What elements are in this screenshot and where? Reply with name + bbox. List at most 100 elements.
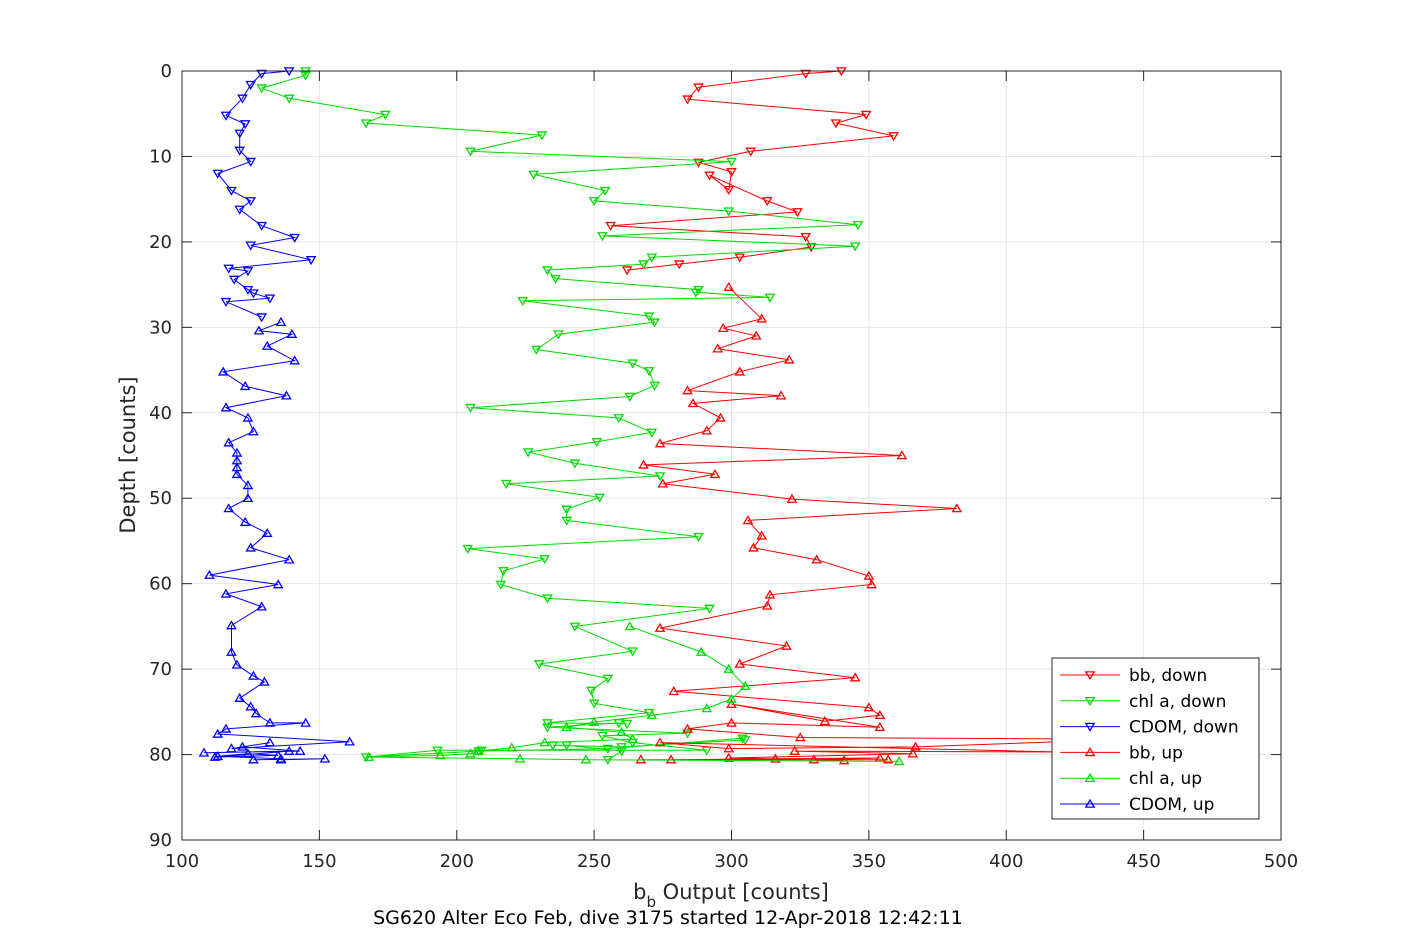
data-point-marker: [588, 699, 600, 709]
data-point-marker: [204, 569, 215, 579]
legend-entry-label: chl a, down: [1129, 692, 1226, 712]
data-point-marker: [624, 392, 636, 402]
data-point-marker: [275, 316, 287, 327]
data-point-marker: [569, 622, 581, 632]
x-tick-label: 400: [989, 851, 1023, 872]
x-tick-label: 350: [852, 851, 886, 872]
data-point-marker: [616, 743, 627, 753]
data-point-marker: [838, 755, 850, 765]
x-axis-label-text: Output [counts]: [656, 880, 829, 904]
data-point-marker: [542, 719, 553, 729]
data-point-marker: [245, 241, 257, 251]
data-point-marker: [514, 753, 526, 763]
data-point-marker: [239, 516, 251, 526]
data-point-marker: [242, 267, 254, 277]
data-point-marker: [533, 660, 545, 670]
data-point-marker: [242, 480, 254, 490]
data-point-marker: [198, 747, 210, 757]
data-point-marker: [852, 221, 864, 231]
y-axis-label: Depth [counts]: [116, 376, 140, 533]
y-tick-label: 90: [149, 830, 172, 851]
data-point-marker: [231, 659, 243, 669]
data-point-marker: [701, 703, 713, 713]
data-point-marker: [764, 293, 776, 303]
data-point-marker: [687, 398, 699, 408]
data-point-marker: [550, 274, 561, 284]
data-point-marker: [800, 232, 812, 243]
data-point-marker: [588, 716, 600, 726]
data-point-marker: [635, 754, 647, 764]
data-point-marker: [360, 119, 372, 129]
data-point-marker: [360, 753, 372, 763]
data-point-marker: [283, 554, 295, 564]
data-point-marker: [542, 266, 553, 276]
data-point-marker: [726, 717, 737, 727]
data-point-marker: [305, 256, 317, 266]
data-point-marker: [234, 692, 246, 702]
data-point-marker: [289, 355, 300, 365]
data-point-marker: [542, 723, 553, 733]
data-point-marker: [638, 260, 649, 270]
data-point-marker: [712, 343, 724, 353]
data-point-marker: [770, 753, 781, 763]
data-point-marker: [888, 132, 899, 142]
y-tick-label: 0: [161, 61, 172, 82]
x-tick-label: 500: [1264, 851, 1298, 872]
series-0: [605, 67, 899, 276]
x-tick-labels: 100 150 200 250 300 350 400 450 500: [165, 851, 1298, 872]
data-point-marker: [704, 171, 715, 181]
legend-marker: [1084, 671, 1096, 681]
data-point-marker: [256, 69, 268, 79]
data-point-marker: [783, 354, 795, 364]
data-point-marker: [896, 450, 908, 460]
data-point-marker: [220, 588, 232, 598]
data-point-marker: [866, 579, 877, 589]
data-point-marker: [756, 313, 768, 323]
x-tick-label: 250: [577, 851, 611, 872]
data-point-marker: [723, 185, 735, 196]
data-point-marker: [294, 745, 306, 755]
data-point-marker: [434, 750, 446, 760]
data-point-marker: [498, 567, 509, 577]
data-point-marker: [561, 505, 572, 515]
data-point-marker: [217, 366, 229, 376]
data-point-marker: [462, 544, 474, 554]
y-tick-label: 40: [149, 403, 172, 424]
y-tick-label: 60: [149, 574, 172, 595]
data-point-marker: [726, 693, 737, 703]
data-point-marker: [682, 729, 693, 739]
data-point-marker: [542, 594, 553, 604]
data-point-marker: [693, 532, 704, 542]
data-point-marker: [693, 285, 704, 296]
data-point-marker: [300, 71, 311, 81]
data-point-marker: [643, 312, 655, 322]
data-point-marker: [739, 736, 751, 746]
data-point-marker: [649, 318, 660, 328]
data-point-marker: [237, 94, 248, 104]
x-tick-label: 300: [714, 851, 748, 872]
data-point-marker: [588, 197, 600, 207]
chart-caption: SG620 Alter Eco Feb, dive 3175 started 1…: [373, 907, 963, 929]
data-point-marker: [668, 686, 680, 696]
data-point-marker: [734, 253, 746, 263]
data-point-marker: [693, 158, 704, 168]
data-point-marker: [226, 646, 237, 656]
data-point-marker: [715, 412, 726, 422]
data-point-marker: [300, 717, 311, 727]
data-point-marker: [256, 221, 268, 231]
data-point-marker: [275, 754, 287, 764]
data-point-marker: [234, 205, 246, 215]
data-point-marker: [605, 221, 616, 231]
data-point-marker: [220, 402, 232, 412]
data-point-marker: [643, 367, 655, 377]
data-point-marker: [646, 428, 658, 438]
data-point-marker: [239, 381, 251, 391]
data-point-marker: [591, 438, 603, 448]
data-point-marker: [223, 264, 235, 274]
data-point-marker: [281, 390, 292, 400]
data-point-marker: [665, 754, 677, 764]
data-point-marker: [800, 69, 812, 79]
y-tick-label: 80: [149, 745, 172, 766]
data-point-marker: [289, 233, 300, 243]
data-point-marker: [602, 744, 614, 754]
